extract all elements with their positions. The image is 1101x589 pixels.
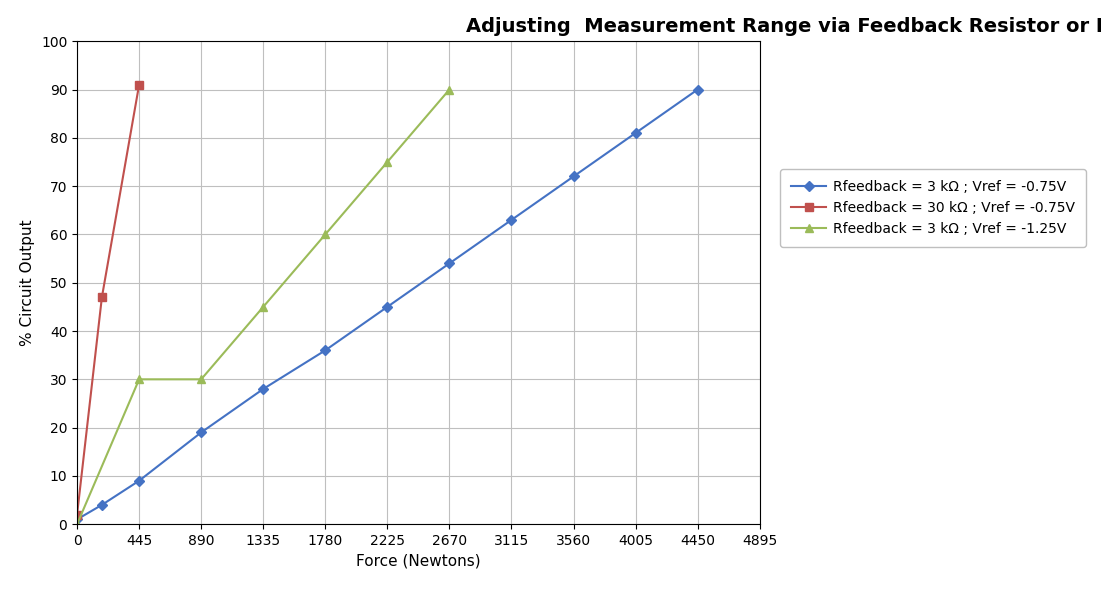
Rfeedback = 3 kΩ ; Vref = -0.75V xyxy=(96,501,109,508)
Rfeedback = 3 kΩ ; Vref = -1.25V xyxy=(381,158,394,166)
Rfeedback = 3 kΩ ; Vref = -1.25V xyxy=(132,376,145,383)
Rfeedback = 3 kΩ ; Vref = -0.75V xyxy=(691,86,705,93)
Rfeedback = 30 kΩ ; Vref = -0.75V xyxy=(96,294,109,301)
Y-axis label: % Circuit Output: % Circuit Output xyxy=(21,220,35,346)
Line: Rfeedback = 3 kΩ ; Vref = -1.25V: Rfeedback = 3 kΩ ; Vref = -1.25V xyxy=(73,85,454,528)
Rfeedback = 3 kΩ ; Vref = -1.25V xyxy=(443,86,456,93)
Rfeedback = 30 kΩ ; Vref = -0.75V xyxy=(70,511,84,518)
Rfeedback = 3 kΩ ; Vref = -1.25V xyxy=(318,231,331,238)
Rfeedback = 3 kΩ ; Vref = -0.75V xyxy=(257,385,270,392)
Rfeedback = 3 kΩ ; Vref = -1.25V xyxy=(195,376,208,383)
X-axis label: Force (Newtons): Force (Newtons) xyxy=(356,554,481,568)
Rfeedback = 3 kΩ ; Vref = -0.75V xyxy=(443,260,456,267)
Rfeedback = 3 kΩ ; Vref = -0.75V xyxy=(318,347,331,354)
Rfeedback = 3 kΩ ; Vref = -0.75V xyxy=(195,429,208,436)
Line: Rfeedback = 3 kΩ ; Vref = -0.75V: Rfeedback = 3 kΩ ; Vref = -0.75V xyxy=(74,86,701,523)
Rfeedback = 30 kΩ ; Vref = -0.75V xyxy=(132,81,145,88)
Rfeedback = 3 kΩ ; Vref = -0.75V xyxy=(629,130,642,137)
Rfeedback = 3 kΩ ; Vref = -0.75V xyxy=(70,516,84,523)
Rfeedback = 3 kΩ ; Vref = -1.25V xyxy=(257,303,270,310)
Title: Adjusting  Measurement Range via Feedback Resistor or Reference Voltage: Adjusting Measurement Range via Feedback… xyxy=(466,16,1101,35)
Rfeedback = 3 kΩ ; Vref = -0.75V xyxy=(505,216,519,223)
Rfeedback = 3 kΩ ; Vref = -1.25V xyxy=(70,521,84,528)
Legend: Rfeedback = 3 kΩ ; Vref = -0.75V, Rfeedback = 30 kΩ ; Vref = -0.75V, Rfeedback =: Rfeedback = 3 kΩ ; Vref = -0.75V, Rfeedb… xyxy=(781,169,1087,247)
Rfeedback = 3 kΩ ; Vref = -0.75V xyxy=(567,173,580,180)
Line: Rfeedback = 30 kΩ ; Vref = -0.75V: Rfeedback = 30 kΩ ; Vref = -0.75V xyxy=(73,81,143,519)
Rfeedback = 3 kΩ ; Vref = -0.75V xyxy=(381,303,394,310)
Rfeedback = 3 kΩ ; Vref = -0.75V xyxy=(132,477,145,484)
